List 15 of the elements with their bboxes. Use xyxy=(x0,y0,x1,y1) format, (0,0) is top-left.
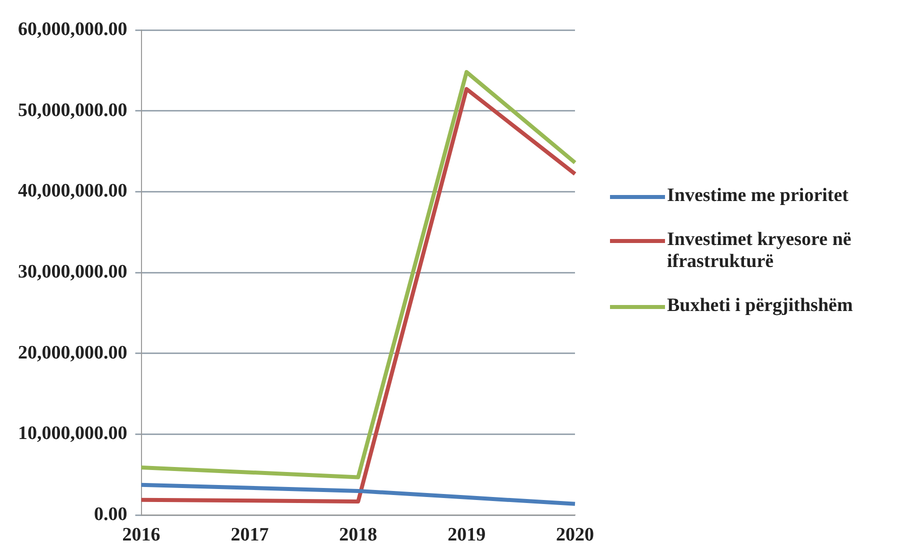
y-tick-label: 0.00 xyxy=(94,504,128,526)
x-tick-label: 2017 xyxy=(230,524,270,546)
y-tick-label: 30,000,000.00 xyxy=(18,262,128,283)
legend-label: Investimet kryesore në ifrastrukturë xyxy=(667,229,852,273)
y-tick-label: 50,000,000.00 xyxy=(18,100,128,121)
y-tick-label: 20,000,000.00 xyxy=(18,342,128,364)
x-tick-label: 2016 xyxy=(122,524,160,546)
y-tick-label: 60,000,000.00 xyxy=(18,18,128,40)
x-tick-label: 2020 xyxy=(556,524,594,546)
x-tick-label: 2019 xyxy=(448,524,486,546)
legend-label: Investime me prioritet xyxy=(667,185,850,207)
legend-label: Buxheti i përgjithshëm xyxy=(667,295,854,317)
y-tick-label: 40,000,000.00 xyxy=(18,180,128,202)
y-tick-label: 10,000,000.00 xyxy=(18,423,128,444)
x-tick-label: 2018 xyxy=(339,524,378,546)
